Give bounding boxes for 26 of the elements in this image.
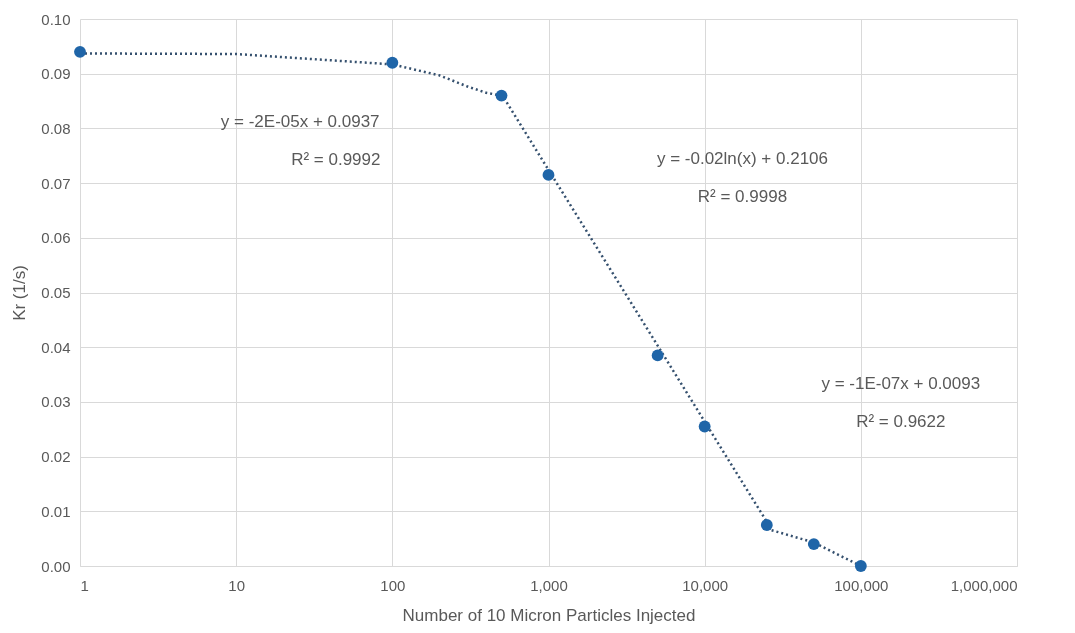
- x-tick-label: 1: [80, 576, 89, 594]
- y-axis-title: Kr (1/s): [10, 265, 30, 321]
- y-tick-label: 0.02: [41, 448, 71, 466]
- y-tick-label: 0.05: [41, 284, 71, 301]
- x-tick-label: 10: [228, 576, 246, 594]
- y-tick-label: 0.09: [41, 65, 71, 83]
- annotation: R² = 0.9992: [291, 150, 381, 170]
- x-tick-label: 100: [380, 576, 406, 594]
- x-axis-title: Number of 10 Micron Particles Injected: [402, 605, 696, 625]
- y-tick-label: 0.03: [41, 393, 71, 411]
- y-tick-label: 0.07: [41, 174, 71, 192]
- annotation: R² = 0.9622: [856, 411, 946, 431]
- x-tick-label: 10,000: [682, 576, 729, 594]
- annotation: R² = 0.9998: [697, 186, 788, 206]
- y-tick-label: 0.00: [41, 557, 71, 575]
- annotation: y = -2E-05x + 0.0937: [220, 112, 380, 132]
- y-tick-label: 0.04: [41, 338, 71, 356]
- x-tick-label: 1,000: [530, 576, 568, 594]
- annotation: y = -1E-07x + 0.0093: [821, 373, 981, 393]
- y-tick-label: 0.01: [41, 502, 71, 520]
- y-tick-label: 0.08: [41, 119, 71, 137]
- x-tick-label: 100,000: [834, 576, 889, 594]
- y-tick-label: 0.10: [41, 10, 71, 28]
- annotation: y = -0.02ln(x) + 0.2106: [656, 149, 828, 169]
- y-tick-label: 0.06: [41, 229, 71, 247]
- x-tick-label: 1,000,000: [950, 576, 1018, 594]
